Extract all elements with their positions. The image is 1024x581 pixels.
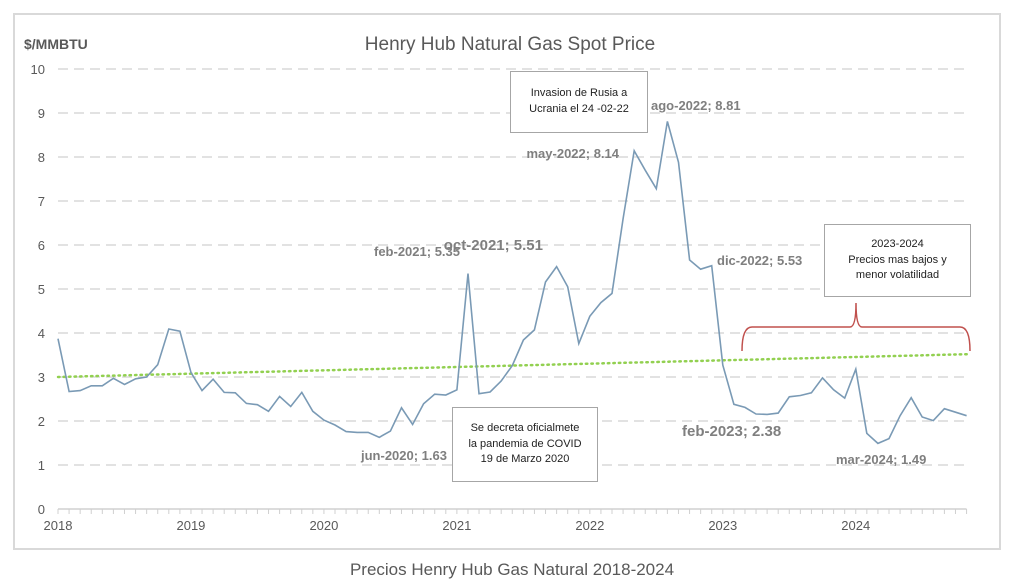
data-label: oct-2021; 5.51 [444,237,543,254]
data-label: jun-2020; 1.63 [360,448,447,463]
x-tick-label: 2023 [708,518,737,533]
annotation-line: la pandemia de COVID [468,437,582,450]
annotation-line: menor volatilidad [855,269,940,282]
annotation-line: Precios mas bajos y [848,253,947,266]
period-bracket [741,302,971,352]
data-label: may-2022; 8.14 [526,146,619,161]
x-tick-label: 2021 [442,518,471,533]
data-label: ago-2022; 8.81 [651,98,741,113]
period-annotation: 2023-2024 Precios mas bajos y menor vola… [824,224,971,297]
invasion-annotation: Invasion de Rusia a Ucrania el 24 -02-22 [510,71,648,133]
y-tick-label: 5 [38,282,45,297]
price-line [57,121,967,445]
annotation-line: 19 de Marzo 2020 [480,453,570,466]
x-tick-label: 2020 [309,518,338,533]
x-tick-label: 2018 [44,518,73,533]
x-tick-label: 2024 [841,518,870,533]
data-label: feb-2023; 2.38 [682,423,781,440]
y-tick-label: 9 [38,106,45,121]
data-label: mar-2024; 1.49 [836,452,926,467]
y-tick-label: 2 [38,414,45,429]
annotation-line: 2023-2024 [871,237,924,250]
annotation-line: Invasion de Rusia a [530,87,628,100]
chart-title: Henry Hub Natural Gas Spot Price [365,34,655,55]
trend-line [56,352,972,379]
y-tick-label: 6 [38,238,45,253]
y-tick-label: 8 [38,150,45,165]
x-tick-label: 2022 [575,518,604,533]
annotation-line: Se decreta oficialmete [470,421,580,434]
y-tick-label: 4 [38,326,45,341]
y-tick-label: 3 [38,370,45,385]
data-label: feb-2021; 5.35 [374,244,460,259]
data-label: dic-2022; 5.53 [717,253,802,268]
y-tick-label: 0 [38,502,45,517]
x-tick-label: 2019 [176,518,205,533]
annotation-line: Ucrania el 24 -02-22 [529,103,629,115]
covid-annotation: Se decreta oficialmete la pandemia de CO… [452,407,598,482]
figure-caption: Precios Henry Hub Gas Natural 2018-2024 [349,560,675,579]
y-tick-label: 1 [38,458,45,473]
y-tick-label: 7 [38,194,45,209]
y-tick-label: 10 [31,62,45,77]
y-axis-label: $/MMBTU [24,36,88,52]
